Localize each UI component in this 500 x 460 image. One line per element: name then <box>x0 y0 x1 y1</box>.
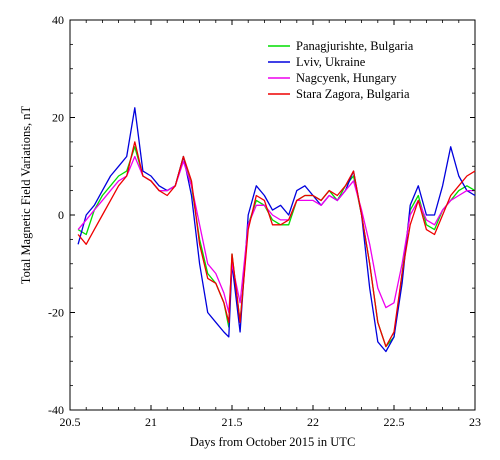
legend-label-4: Stara Zagora, Bulgaria <box>296 87 410 101</box>
ticks-layer: 20.5 21 21.5 22 22.5 23 -40 -20 0 20 40 <box>48 13 481 429</box>
y-tick-label: -20 <box>48 306 64 320</box>
y-axis-label: Total Magnetic Field Variations, nT <box>19 105 33 284</box>
series-line-3 <box>77 155 475 314</box>
series-layer <box>77 107 476 353</box>
legend-label-2: Lviv, Ukraine <box>296 55 366 69</box>
y-tick-label: 20 <box>52 111 64 125</box>
y-tick-label: 40 <box>52 13 64 27</box>
x-tick-label: 23 <box>469 415 481 429</box>
x-tick-label: 22 <box>307 415 319 429</box>
y-tick-label: 0 <box>58 208 64 222</box>
y-tick-label: -40 <box>48 403 64 417</box>
legend-label-1: Panagjurishte, Bulgaria <box>296 39 414 53</box>
x-tick-label: 20.5 <box>60 415 81 429</box>
series-line-2 <box>77 107 476 353</box>
x-tick-label: 22.5 <box>384 415 405 429</box>
legend-label-3: Nagcyenk, Hungary <box>296 71 397 85</box>
x-tick-label: 21 <box>145 415 157 429</box>
legend: Panagjurishte, Bulgaria Lviv, Ukraine Nagc… <box>268 39 414 101</box>
series-line-4 <box>77 141 476 348</box>
series-line-1 <box>77 146 476 348</box>
x-tick-label: 21.5 <box>222 415 243 429</box>
x-axis-label: Days from October 2015 in UTC <box>190 435 356 449</box>
